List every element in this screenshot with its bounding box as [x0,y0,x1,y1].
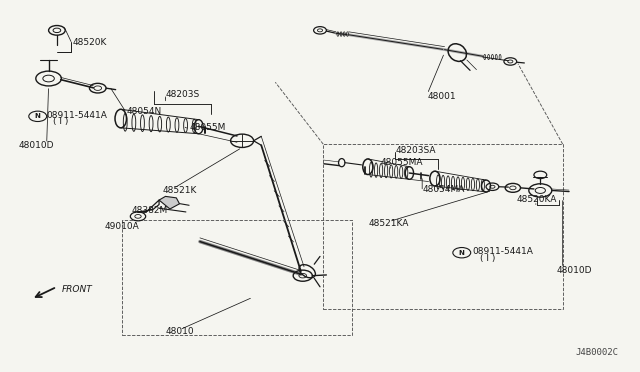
Text: ( I ): ( I ) [53,118,68,126]
Polygon shape [159,196,179,209]
Text: 48001: 48001 [428,92,456,101]
Text: 48203S: 48203S [166,90,200,99]
Text: 48010D: 48010D [556,266,592,275]
Text: 48054N: 48054N [127,107,162,116]
Text: 49010A: 49010A [105,222,140,231]
Text: 48055M: 48055M [189,123,225,132]
Text: J4B0002C: J4B0002C [576,348,619,357]
Text: ( I ): ( I ) [479,254,495,263]
Text: 48520KA: 48520KA [516,195,557,204]
Text: N: N [35,113,41,119]
Text: 48520K: 48520K [72,38,107,47]
Text: 48010: 48010 [166,327,194,336]
Text: 48521KA: 48521KA [369,219,409,228]
Text: 48203SA: 48203SA [396,146,436,155]
Text: FRONT: FRONT [61,285,92,294]
Text: 08911-5441A: 08911-5441A [472,247,533,256]
Text: N: N [459,250,465,256]
Text: 48055MA: 48055MA [381,158,423,167]
Text: 48521K: 48521K [163,186,196,195]
Text: 08911-5441A: 08911-5441A [47,111,108,120]
Bar [323,144,563,309]
Bar [122,220,352,335]
Text: 48010D: 48010D [19,141,54,150]
Text: 48382M: 48382M [132,206,168,215]
Text: 48054MA: 48054MA [422,185,465,194]
